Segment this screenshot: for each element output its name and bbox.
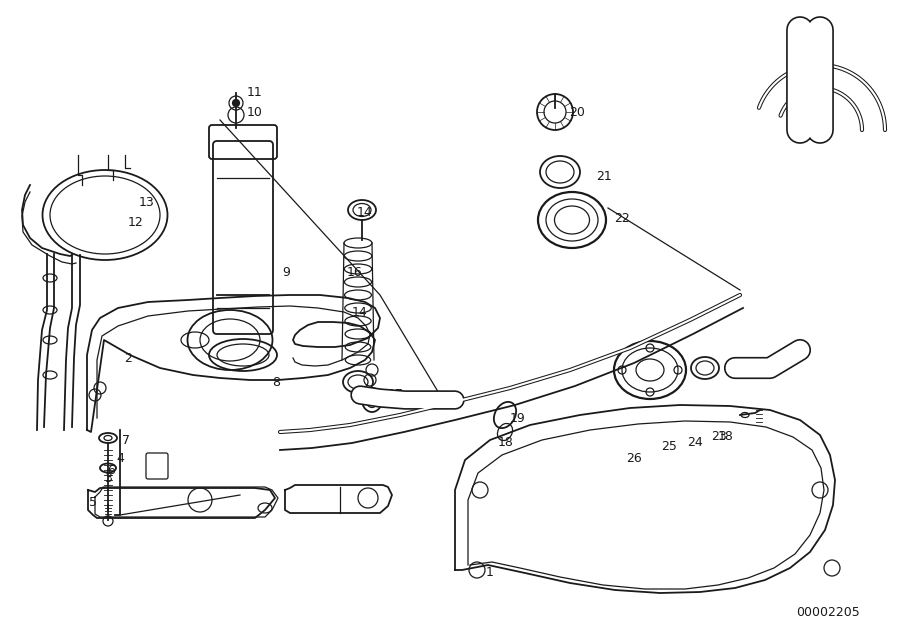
Text: 13: 13	[140, 196, 155, 208]
Text: 14: 14	[357, 206, 373, 218]
Text: 00002205: 00002205	[796, 606, 860, 620]
Text: 17: 17	[388, 389, 404, 401]
Text: 3: 3	[104, 472, 112, 486]
Text: 10: 10	[248, 105, 263, 119]
Text: 14: 14	[352, 307, 368, 319]
Text: 15: 15	[365, 389, 381, 401]
Text: 11: 11	[248, 86, 263, 100]
Text: 6: 6	[107, 464, 115, 476]
Text: 20: 20	[569, 107, 585, 119]
Text: 19: 19	[510, 411, 526, 425]
Text: 18: 18	[718, 431, 734, 443]
Text: 4: 4	[116, 453, 124, 465]
Text: 7: 7	[122, 434, 130, 448]
Text: 26: 26	[626, 451, 642, 464]
Text: 25: 25	[662, 441, 677, 453]
Text: 2: 2	[124, 352, 132, 364]
Text: 1: 1	[486, 566, 494, 578]
Circle shape	[232, 100, 239, 107]
Text: 8: 8	[272, 377, 280, 389]
Text: 16: 16	[347, 265, 363, 279]
Text: 24: 24	[687, 436, 703, 450]
Text: 21: 21	[596, 171, 612, 184]
Text: 18: 18	[498, 436, 514, 448]
Text: 12: 12	[128, 215, 144, 229]
Text: 5: 5	[89, 495, 97, 509]
Text: 22: 22	[614, 211, 630, 225]
Text: 9: 9	[282, 265, 290, 279]
Text: 23: 23	[711, 431, 727, 443]
